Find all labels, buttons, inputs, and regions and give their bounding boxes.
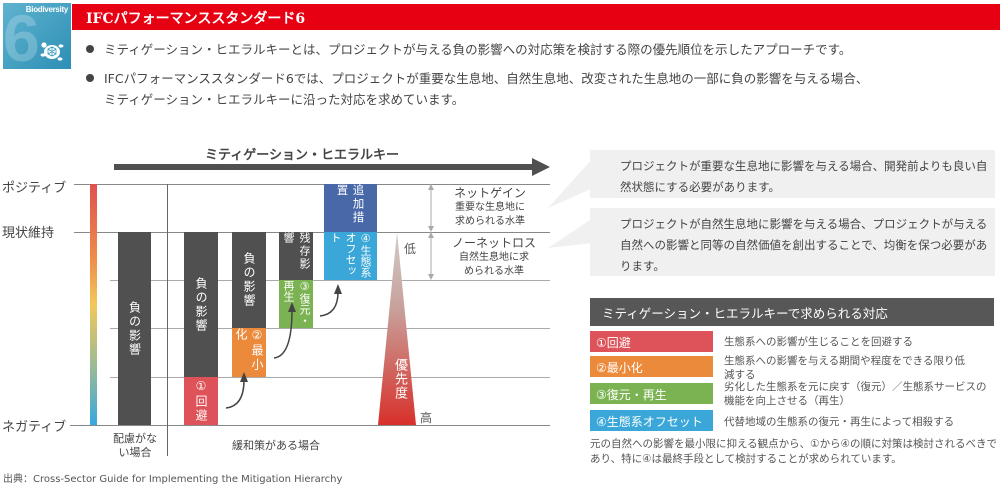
net-gain-sub: 重要な生息地に求められる水準	[455, 202, 525, 227]
source-citation: 出典：Cross-Sector Guide for Implementing t…	[3, 474, 343, 485]
curved-arrow-icon	[225, 372, 248, 409]
legend-tag-offset: ④生態系オフセット	[590, 410, 713, 431]
priority-label: 優先度	[392, 358, 407, 400]
divider-line	[167, 184, 168, 456]
title-bar: IFCパフォーマンススタンダード6	[72, 4, 1000, 30]
priority-high: 高	[420, 411, 433, 425]
bar-negative-impact-no-mitigation: 負の影響	[118, 232, 151, 425]
priority-low: 低	[404, 242, 417, 256]
page-title: IFCパフォーマンススタンダード6	[86, 11, 306, 27]
y-label-positive: ポジティブ	[2, 181, 67, 196]
legend-title: ミティゲーション・ヒエラルキーで求められる対応	[590, 298, 994, 326]
level-no-net-loss: ノーネットロス 自然生息地に求められる水準	[440, 236, 548, 279]
level-range-arrows-icon	[428, 184, 434, 280]
bar-col1-negative-impact: 負の影響	[184, 232, 218, 377]
bar-minimize: ②最小化	[232, 328, 266, 377]
bullet-text: ミティゲーション・ヒエラルキーとは、プロジェクトが与える負の影響への対応策を検討…	[104, 42, 852, 57]
bullet-2-continued: ミティゲーション・ヒエラルキーに沿った対応を求めています。	[104, 89, 464, 110]
curved-arrow-icon	[319, 284, 342, 317]
legend-desc-offset: 代替地域の生態系の復元・再生によって相殺する	[724, 416, 955, 428]
bullet-text: IFCパフォーマンススタンダード6では、プロジェクトが重要な生息地、自然生息地、…	[104, 71, 869, 86]
bullet-2: IFCパフォーマンススタンダード6では、プロジェクトが重要な生息地、自然生息地、…	[86, 68, 868, 89]
callout-pointers	[548, 158, 593, 248]
gridline	[110, 377, 550, 378]
legend-desc-avoid: 生態系への影響が生じることを回避する	[724, 336, 913, 348]
curved-arrow-icon	[273, 302, 296, 359]
legend-tag-avoid: ①回避	[590, 331, 713, 352]
priority-triangle	[378, 232, 416, 425]
logo-number: 6	[3, 3, 40, 69]
callout-no-net-loss: プロジェクトが自然生息地に影響を与える場合、プロジェクトが与える自然への影響と同…	[590, 208, 995, 276]
scale-gradient-bar	[90, 184, 97, 425]
no-net-loss-label: ノーネットロス	[451, 236, 536, 250]
legend-desc-minimize: 生態系への影響を与える期間や程度をできる限り低減する	[724, 355, 965, 381]
bar-offset: ④生態系オフセット	[324, 232, 377, 280]
gridline-positive	[74, 184, 550, 185]
legend-desc-restore: 劣化した生態系を元に戻す（復元）／生態系サービスの機能を向上させる（再生）	[724, 381, 987, 407]
legend-note: 元の自然への影響を最小限に抑える観点から、①から④の順に対策は検討されるべきであ…	[590, 438, 998, 465]
gridline-negative	[70, 425, 550, 426]
net-gain-label: ネットゲイン	[454, 186, 526, 200]
x-label-no-consideration: 配慮がない場合	[113, 432, 157, 459]
legend-tag-minimize: ②最小化	[590, 356, 713, 377]
bullet-dot-icon	[86, 74, 94, 82]
no-net-loss-sub: 自然生息地に求められる水準	[459, 252, 529, 277]
bullet-text: ミティゲーション・ヒエラルキーに沿った対応を求めています。	[104, 92, 465, 107]
gridline	[110, 280, 550, 281]
biodiversity-logo: 6 Biodiversity	[3, 3, 71, 69]
bullet-dot-icon	[86, 45, 94, 53]
bar-avoid: ①回避	[184, 377, 218, 425]
bullet-1: ミティゲーション・ヒエラルキーとは、プロジェクトが与える負の影響への対応策を検討…	[86, 39, 851, 60]
bar-restore: ③復元・再生	[279, 280, 313, 328]
bar-residual-impact: 残存影響	[279, 232, 313, 280]
gridline	[110, 328, 550, 329]
y-label-status-quo: 現状維持	[2, 226, 55, 241]
callout-net-gain: プロジェクトが重要な生息地に影響を与える場合、開発前よりも良い自然状態にする必要…	[590, 150, 995, 198]
bar-additional-measures: 追加措置	[324, 184, 377, 232]
bar-col2-negative-impact: 負の影響	[232, 232, 266, 328]
turtle-icon	[40, 42, 64, 61]
y-label-negative: ネガティブ	[2, 420, 67, 435]
x-label-with-mitigation: 緩和策がある場合	[232, 439, 320, 452]
level-net-gain: ネットゲイン 重要な生息地に求められる水準	[440, 186, 540, 229]
logo-label: Biodiversity	[25, 5, 69, 14]
hierarchy-arrow-title: ミティゲーション・ヒエラルキー	[205, 148, 399, 163]
hierarchy-arrow-icon	[114, 158, 550, 176]
legend-tag-restore: ③復元・再生	[590, 383, 713, 404]
